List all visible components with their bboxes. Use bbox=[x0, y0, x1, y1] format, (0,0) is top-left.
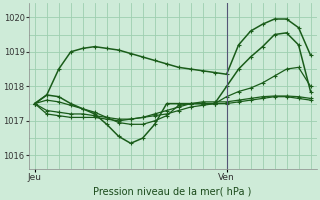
X-axis label: Pression niveau de la mer( hPa ): Pression niveau de la mer( hPa ) bbox=[93, 187, 252, 197]
